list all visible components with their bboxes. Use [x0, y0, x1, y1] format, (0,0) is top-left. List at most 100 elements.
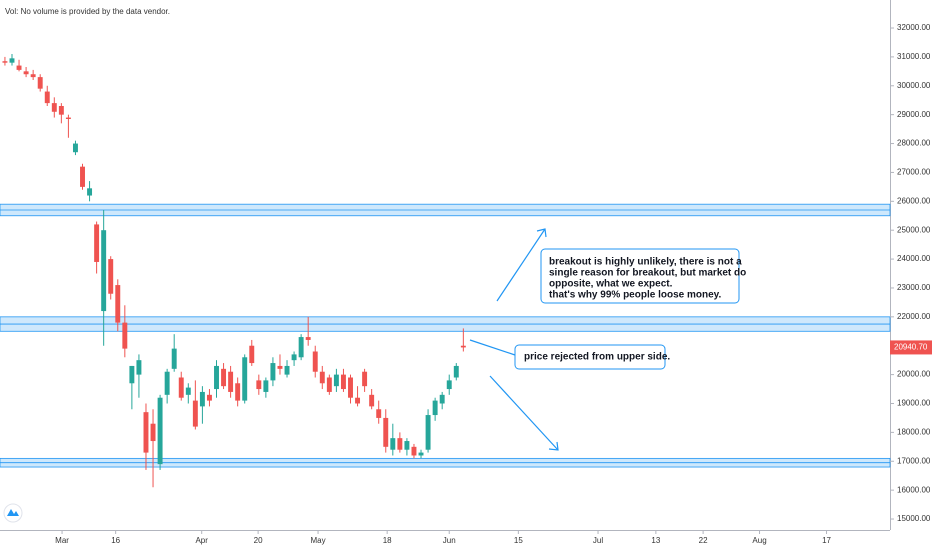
candle-body	[376, 409, 382, 418]
candle-body	[185, 387, 191, 395]
candle-body	[199, 391, 205, 407]
candle-body	[108, 259, 114, 294]
candle-body	[263, 380, 269, 392]
y-tick-label: 26000.00	[897, 196, 931, 205]
y-tick-label: 23000.00	[897, 283, 931, 292]
candle-body	[319, 371, 325, 384]
candle-body	[122, 322, 128, 349]
callout-text: opposite, what we expect.	[549, 279, 673, 290]
arrow-down	[489, 375, 559, 451]
callout-text: breakout is highly unlikely, there is no…	[549, 257, 742, 268]
y-tick-label: 29000.00	[897, 110, 931, 119]
y-tick-label: 22000.00	[897, 312, 931, 321]
candle-body	[235, 383, 241, 401]
callout-text: single reason for breakout, but market d…	[549, 268, 746, 279]
candle-body	[16, 65, 22, 70]
x-tick-label: 18	[383, 536, 392, 545]
x-tick-label: Jul	[593, 536, 603, 545]
candle-body	[425, 415, 431, 450]
y-tick-label: 16000.00	[897, 485, 931, 494]
y-tick-label: 28000.00	[897, 139, 931, 148]
logo	[3, 503, 23, 523]
candle-body	[72, 143, 78, 153]
candle-body	[298, 337, 304, 358]
candle-body	[326, 377, 332, 392]
candle-body	[164, 371, 170, 395]
x-tick-label: 17	[822, 536, 831, 545]
callout-rejection: price rejected from upper side.	[514, 344, 670, 370]
y-tick-label: 25000.00	[897, 225, 931, 234]
candle-body	[270, 363, 276, 381]
x-tick-label: Mar	[55, 536, 69, 545]
y-tick-label: 15000.00	[897, 514, 931, 523]
candle-body	[221, 368, 227, 387]
candle-body	[369, 394, 375, 407]
candle-body	[411, 446, 417, 456]
y-tick-label: 24000.00	[897, 254, 931, 263]
y-tick-label: 18000.00	[897, 427, 931, 436]
x-tick-label: 15	[514, 536, 523, 545]
candle-body	[312, 351, 318, 372]
y-tick-label: 19000.00	[897, 399, 931, 408]
candle-body	[101, 230, 107, 312]
callout-box	[540, 248, 740, 304]
y-tick-label: 31000.00	[897, 52, 931, 61]
candle-body	[277, 365, 283, 369]
x-tick-label: 16	[111, 536, 120, 545]
candle-body	[143, 412, 149, 453]
candle-body	[94, 224, 100, 262]
candle-body	[58, 106, 64, 115]
candle-body	[362, 371, 368, 387]
arrow-up-head	[536, 228, 547, 238]
candle-body	[44, 91, 50, 104]
candle-body	[439, 394, 445, 404]
candle-body	[37, 77, 43, 89]
y-tick-label: 30000.00	[897, 81, 931, 90]
candle-body	[340, 374, 346, 390]
candle-body	[2, 61, 8, 63]
candle-body	[136, 360, 142, 375]
arrow-up	[496, 228, 546, 302]
arrow-down-head	[548, 441, 559, 451]
candle-body	[404, 441, 410, 450]
candle-body	[115, 285, 121, 323]
candle-body	[355, 397, 361, 404]
arrows	[469, 228, 559, 451]
x-tick-label: Aug	[752, 536, 766, 545]
candle-body	[192, 400, 198, 427]
candle-body	[87, 188, 93, 196]
candle-body	[446, 380, 452, 390]
candle-body	[30, 74, 36, 78]
candle-body	[242, 357, 248, 401]
callout-text: price rejected from upper side.	[524, 352, 670, 363]
candle-body	[249, 345, 255, 364]
candle-body	[432, 400, 438, 416]
candle-body	[333, 374, 339, 387]
candle-body	[460, 345, 466, 348]
x-tick-label: Apr	[195, 536, 208, 545]
candle-body	[397, 438, 403, 450]
callout-pointer	[469, 339, 516, 356]
candle-body	[418, 452, 424, 456]
candle-body	[284, 365, 290, 375]
x-tick-label: 13	[651, 536, 660, 545]
candle-body	[228, 371, 234, 392]
candle-body	[171, 348, 177, 369]
logo-mark	[7, 509, 19, 516]
y-tick-label: 32000.00	[897, 23, 931, 32]
volume-note: Vol: No volume is provided by the data v…	[5, 7, 170, 16]
candle-body	[348, 377, 353, 398]
x-tick-label: May	[310, 536, 325, 545]
candle-body	[129, 365, 135, 384]
last-price-tag	[890, 340, 932, 355]
candle-body	[291, 354, 297, 361]
callout-box	[514, 344, 666, 370]
candle-body	[157, 397, 163, 465]
candle-body	[305, 337, 311, 340]
candle-body	[51, 103, 57, 112]
candle-body	[23, 71, 29, 75]
candle-body	[150, 423, 156, 442]
candle-body	[80, 166, 85, 187]
